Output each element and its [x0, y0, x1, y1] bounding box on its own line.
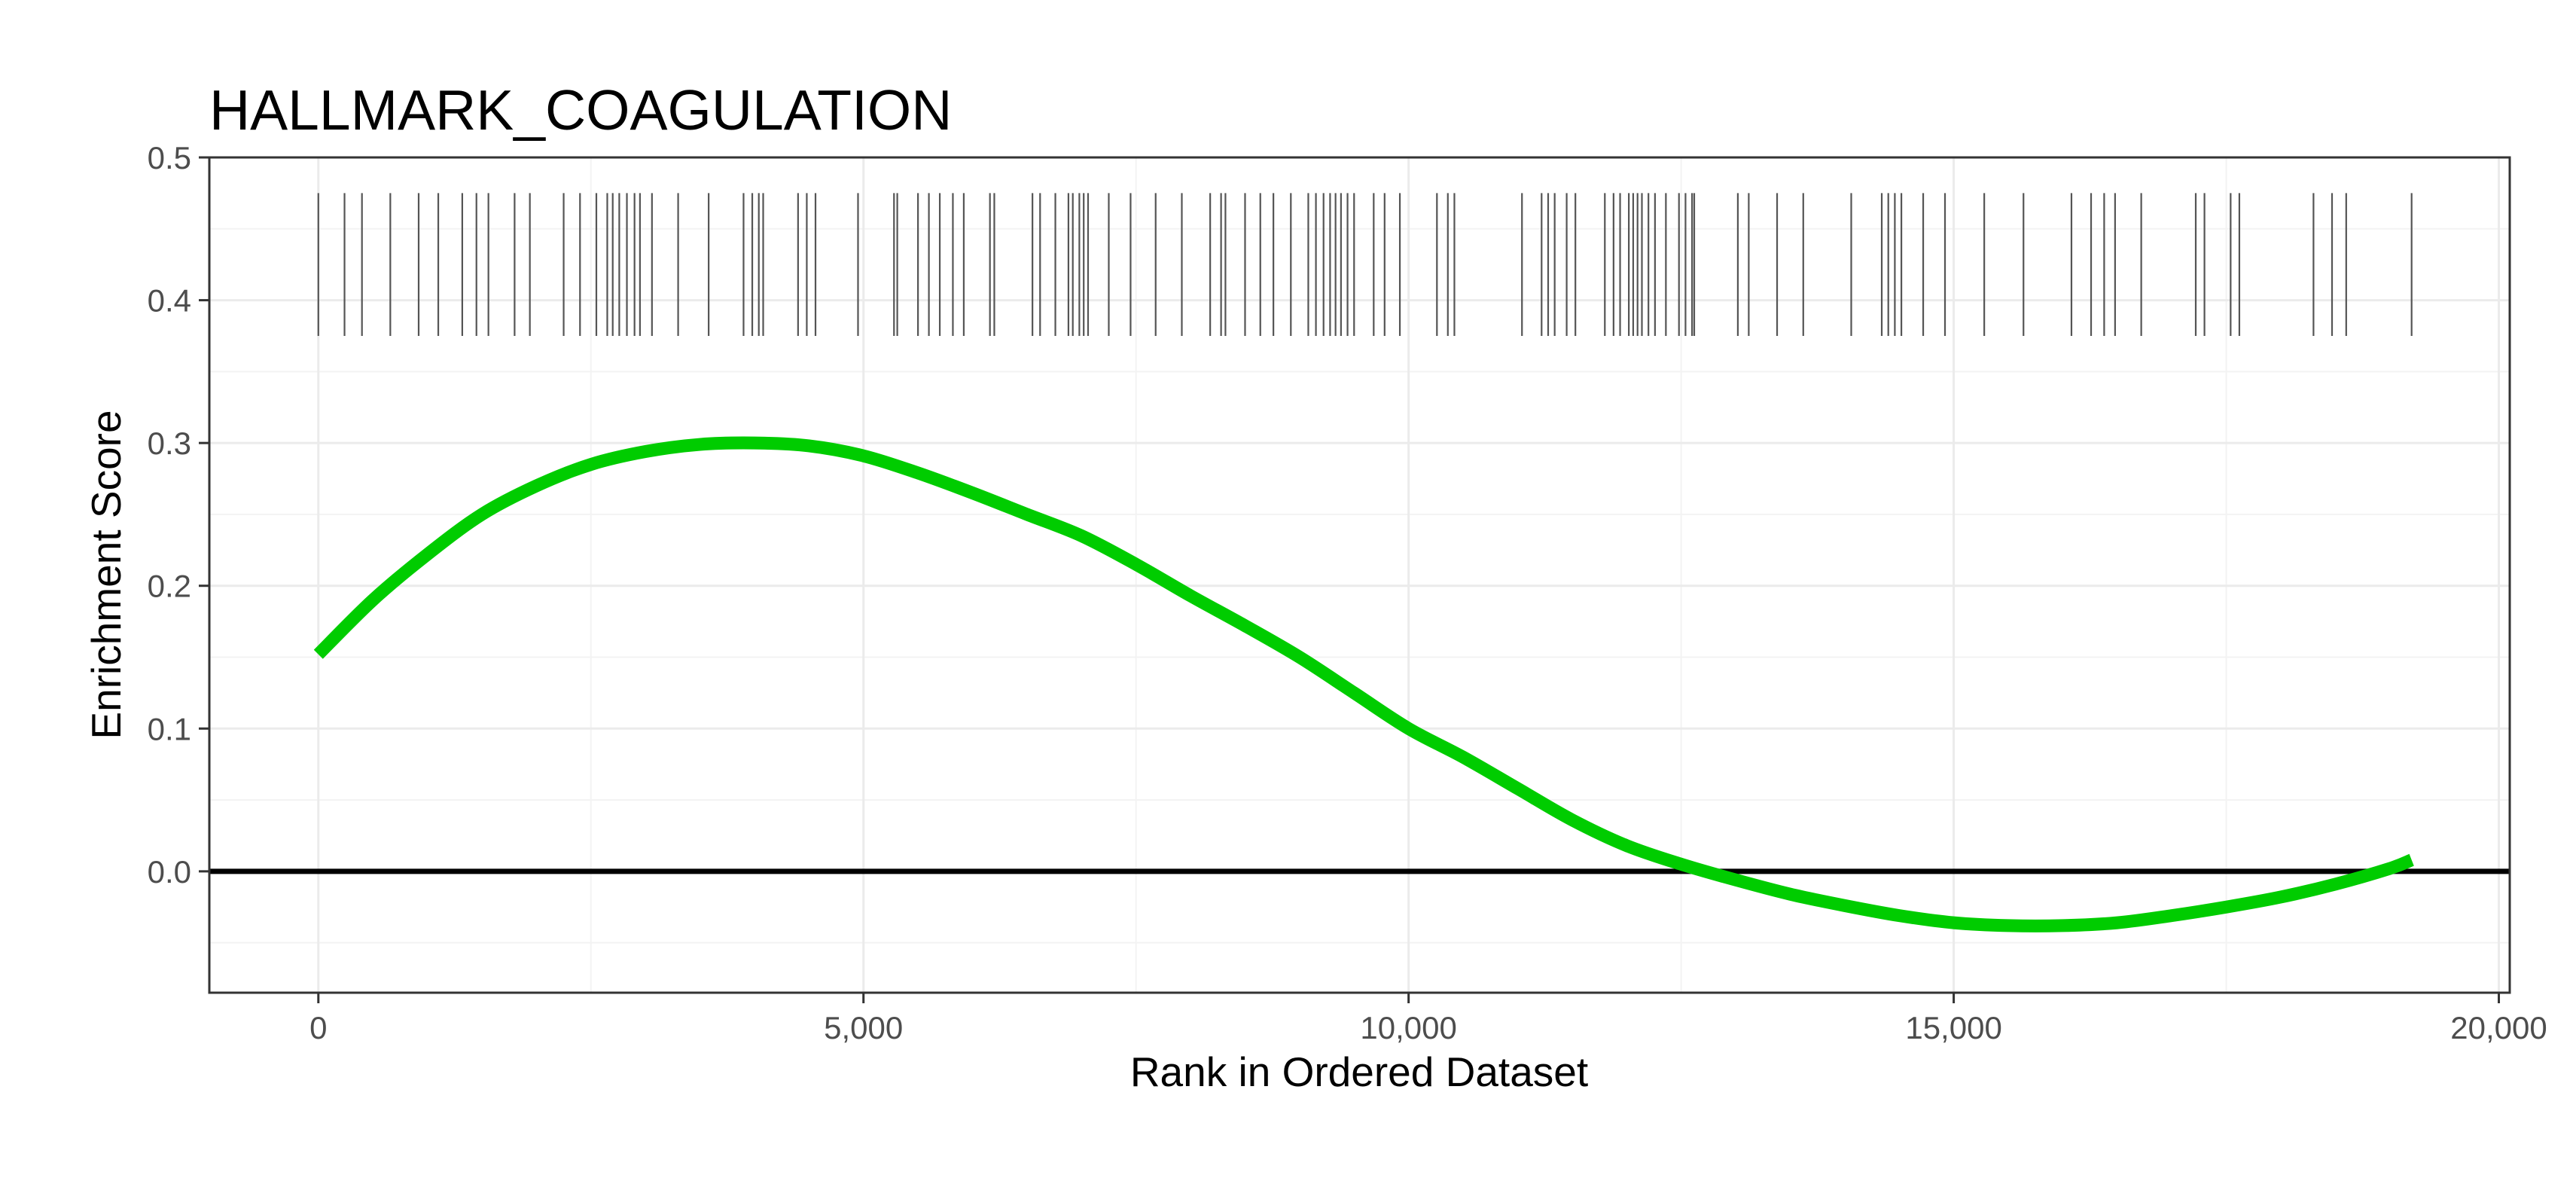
- y-axis-ticks: 0.0 0.1 0.2 0.3 0.4 0.5: [148, 140, 209, 890]
- enrichment-curve-group: [313, 436, 2414, 932]
- panel-border: [208, 156, 2511, 994]
- x-axis-title: Rank in Ordered Dataset: [1130, 1048, 1588, 1095]
- grid: [209, 156, 2510, 993]
- y-tick-label: 0.4: [148, 283, 191, 319]
- x-tick-label: 0: [309, 1010, 327, 1045]
- x-tick-label: 20,000: [2450, 1010, 2547, 1045]
- y-axis-title: Enrichment Score: [83, 410, 130, 739]
- x-tick-label: 15,000: [1905, 1010, 2001, 1045]
- chart-title: HALLMARK_COAGULATION: [209, 78, 952, 142]
- x-tick-label: 10,000: [1360, 1010, 1456, 1045]
- x-tick-label: 5,000: [824, 1010, 903, 1045]
- y-tick-label: 0.5: [148, 140, 191, 175]
- x-axis-ticks: 0 5,000 10,000 15,000 20,000: [309, 993, 2547, 1045]
- y-tick-label: 0.2: [148, 569, 191, 604]
- enrichment-score-line: [313, 436, 2414, 932]
- y-tick-label: 0.1: [148, 711, 191, 746]
- y-tick-label: 0.3: [148, 426, 191, 461]
- gene-hit-ticks: [317, 193, 2413, 336]
- y-tick-label: 0.0: [148, 854, 191, 890]
